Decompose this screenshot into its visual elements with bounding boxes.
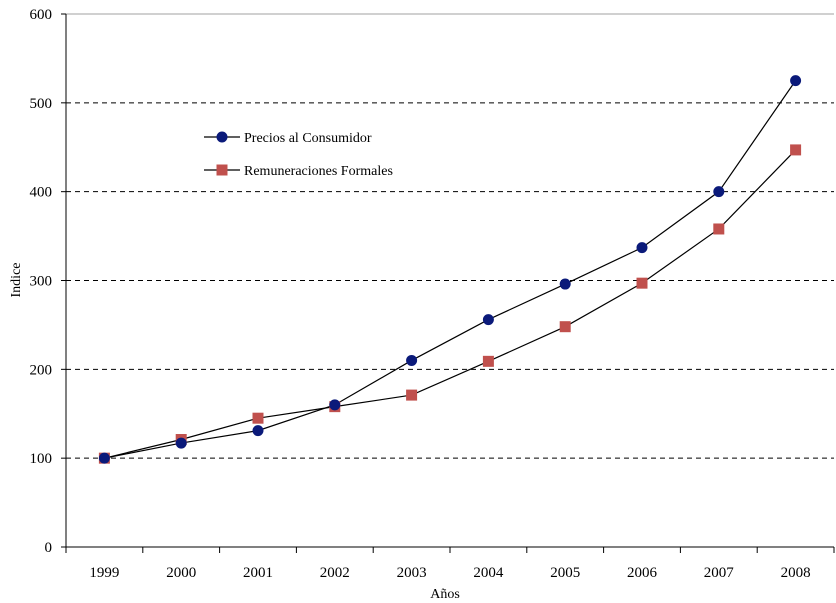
- y-tick-label: 400: [30, 185, 53, 201]
- y-tick-label: 200: [30, 362, 53, 378]
- data-point-0: [252, 425, 264, 437]
- y-tick-label: 600: [30, 7, 53, 23]
- y-tick-label: 0: [45, 540, 53, 556]
- x-tick-label: 1999: [89, 565, 119, 581]
- x-tick-label: 2008: [781, 565, 811, 581]
- data-point-1: [790, 144, 802, 156]
- legend-marker-1: [216, 164, 228, 176]
- x-tick-label: 2004: [473, 565, 504, 581]
- gridlines: [66, 13, 834, 459]
- x-tick-label: 2005: [550, 565, 580, 581]
- data-point-0: [790, 75, 802, 87]
- x-axis-ticks: 1999 2000 2001 2002 2003 2004 2005 2006 2007 2008: [65, 547, 835, 581]
- data-point-0: [98, 452, 110, 464]
- y-tick-label: 500: [30, 96, 53, 112]
- series-lines: [104, 80, 797, 459]
- legend: Precios al Consumidor Remuneraciones Form…: [204, 131, 393, 179]
- data-point-0: [482, 314, 494, 326]
- series-line-1: [104, 149, 797, 459]
- data-point-0: [559, 278, 571, 290]
- data-point-1: [482, 355, 494, 367]
- x-tick-label: 2007: [704, 565, 735, 581]
- x-tick-label: 2001: [243, 565, 273, 581]
- data-point-1: [636, 277, 648, 289]
- y-tick-label: 300: [30, 274, 53, 290]
- data-point-1: [252, 412, 264, 424]
- y-tick-label: 100: [30, 451, 53, 467]
- data-point-0: [406, 354, 418, 366]
- x-tick-label: 2000: [166, 565, 196, 581]
- x-tick-label: 2006: [627, 565, 658, 581]
- data-point-1: [713, 223, 725, 235]
- x-axis-title: Años: [430, 587, 460, 602]
- data-point-1: [406, 389, 418, 401]
- series-markers: [98, 75, 802, 464]
- data-point-0: [713, 186, 725, 198]
- legend-label-1: Remuneraciones Formales: [244, 164, 393, 179]
- y-axis-title: Indice: [9, 263, 24, 298]
- y-axis-ticks: 0 100 200 300 400 500 600: [30, 7, 66, 556]
- data-point-0: [636, 242, 648, 254]
- data-point-1: [559, 321, 571, 333]
- x-tick-label: 2003: [397, 565, 427, 581]
- legend-label-0: Precios al Consumidor: [244, 131, 372, 146]
- series-line-0: [104, 80, 797, 459]
- legend-marker-0: [216, 131, 228, 143]
- x-tick-label: 2002: [320, 565, 350, 581]
- data-point-0: [329, 399, 341, 411]
- data-point-0: [175, 437, 187, 449]
